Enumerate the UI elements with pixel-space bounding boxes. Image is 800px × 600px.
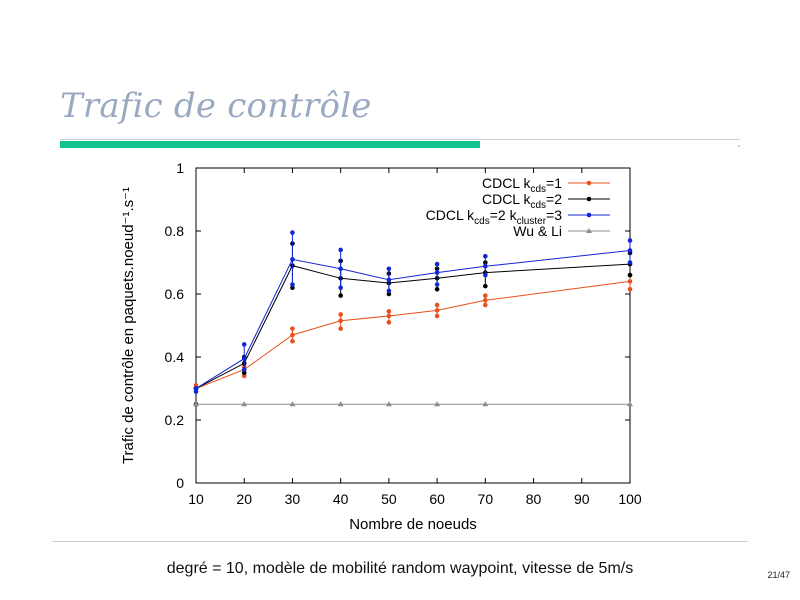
series-sample-2 <box>241 367 247 372</box>
series-sample-0 <box>386 309 392 314</box>
legend-label-0: CDCL kcds=1 <box>482 175 562 195</box>
series-point-3 <box>385 401 392 407</box>
footer-rule <box>52 541 748 542</box>
series-point-2 <box>241 356 247 361</box>
y-tick-label: 0.4 <box>165 349 185 365</box>
series-sample-1 <box>338 293 343 298</box>
series-sample-1 <box>386 291 392 297</box>
series-sample-1 <box>483 283 488 289</box>
series-point-0 <box>434 308 440 313</box>
slide-title: Trafic de contrôle <box>60 86 372 126</box>
x-axis-label: Nombre de noeuds <box>349 516 477 533</box>
series-point-2 <box>434 270 440 275</box>
series-sample-1 <box>241 370 247 376</box>
series-line-0 <box>195 280 631 389</box>
series-point-2 <box>627 248 633 253</box>
series-point-0 <box>386 313 392 319</box>
series-point-2 <box>338 266 343 272</box>
x-tick-label: 80 <box>526 491 542 507</box>
x-tick-label: 100 <box>618 491 642 507</box>
series-point-2 <box>290 257 295 262</box>
y-axis-label: Trafic de contrôle en paquets.noeud⁻¹.s⁻… <box>120 187 137 464</box>
y-tick-label: 0 <box>176 475 184 491</box>
series-sample-2 <box>290 230 295 235</box>
series-sample-2 <box>434 261 440 267</box>
series-sample-2 <box>338 285 343 291</box>
series-point-0 <box>338 318 343 324</box>
series-sample-2 <box>386 288 392 294</box>
series-sample-0 <box>193 383 199 388</box>
series-sample-2 <box>627 260 633 265</box>
x-tick-label: 40 <box>333 491 349 507</box>
slide-caption: degré = 10, modèle de mobilité random wa… <box>166 560 634 577</box>
series-sample-2 <box>483 253 488 259</box>
series-sample-1 <box>434 286 440 292</box>
series-sample-2 <box>386 266 392 272</box>
series-sample-1 <box>290 285 295 291</box>
series-point-3 <box>482 401 489 407</box>
legend-label-1: CDCL kcds=2 <box>482 191 562 211</box>
legend-marker-2 <box>586 212 592 218</box>
legend-label-3: Wu & Li <box>513 223 562 239</box>
series-sample-2 <box>434 282 440 287</box>
series-sample-2 <box>241 342 247 347</box>
series-sample-2 <box>338 247 343 253</box>
series-point-0 <box>627 279 633 284</box>
series-line-1 <box>195 263 631 389</box>
y-tick-label: 1 <box>176 160 184 176</box>
title-rule <box>60 139 740 140</box>
series-point-3 <box>337 401 344 407</box>
title-rule-end <box>738 145 740 147</box>
series-point-2 <box>193 386 199 391</box>
legend-marker-1 <box>586 196 592 202</box>
series-sample-2 <box>627 238 633 243</box>
series-point-3 <box>289 401 296 407</box>
series-point-0 <box>483 298 488 303</box>
series-point-3 <box>627 401 633 407</box>
series-sample-0 <box>290 338 295 344</box>
series-point-2 <box>483 263 488 269</box>
series-sample-0 <box>434 313 440 319</box>
x-tick-label: 60 <box>429 491 445 507</box>
x-tick-label: 30 <box>285 491 301 507</box>
series-sample-0 <box>338 326 343 331</box>
x-tick-label: 20 <box>236 491 252 507</box>
y-tick-label: 0.8 <box>165 223 185 239</box>
series-line-2 <box>195 250 631 389</box>
series-point-3 <box>193 401 199 407</box>
series-sample-0 <box>434 302 440 308</box>
x-tick-label: 50 <box>381 491 397 507</box>
series-sample-0 <box>290 326 295 331</box>
series-sample-2 <box>483 272 488 278</box>
legend-marker-0 <box>586 180 592 186</box>
series-point-2 <box>386 277 392 283</box>
y-tick-label: 0.6 <box>165 286 185 302</box>
x-tick-label: 90 <box>574 491 590 507</box>
series-sample-2 <box>290 282 295 287</box>
series-sample-0 <box>386 320 392 325</box>
x-tick-label: 10 <box>188 491 204 507</box>
series-sample-1 <box>627 272 633 278</box>
series-point-3 <box>241 401 248 407</box>
title-accent-bar <box>60 141 480 148</box>
series-point-3 <box>434 401 441 407</box>
series-sample-0 <box>483 293 488 298</box>
legend-marker-3 <box>586 228 592 233</box>
y-tick-label: 0.2 <box>165 412 185 428</box>
x-tick-label: 70 <box>478 491 494 507</box>
series-sample-0 <box>483 302 488 308</box>
legend-label-2: CDCL kcds=2 kcluster=3 <box>426 207 563 227</box>
plot-frame <box>195 167 631 484</box>
series-sample-0 <box>627 286 633 292</box>
page-number: 21/47 <box>767 570 790 580</box>
series-sample-0 <box>338 312 343 317</box>
series-point-0 <box>290 332 295 338</box>
series-sample-2 <box>193 389 199 394</box>
series-sample-0 <box>241 373 247 379</box>
